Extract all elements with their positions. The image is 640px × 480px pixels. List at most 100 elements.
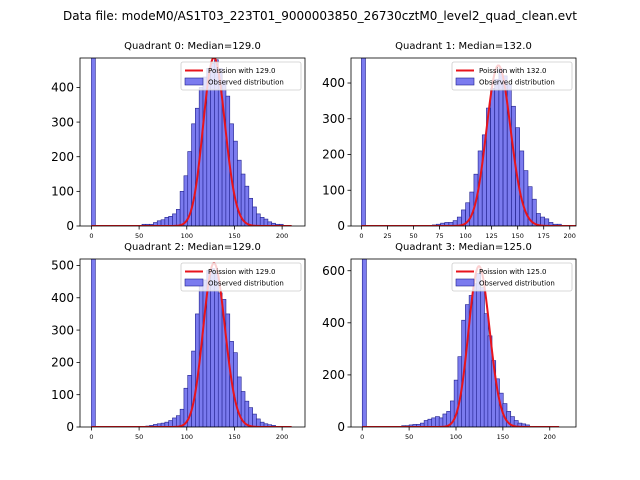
legend-box [451,61,573,91]
histogram-bar [252,206,257,226]
histogram-bar [172,417,177,427]
histogram-bar [263,218,269,226]
x-tick-label: 100 [459,232,471,240]
histogram-bar [498,68,504,226]
x-tick-label: 75 [435,232,443,240]
plot-area [361,259,560,427]
y-tick-label: 0 [66,420,74,434]
histogram-bar [494,79,500,226]
x-tick-label: 0 [89,232,93,240]
legend-box [180,61,302,91]
y-tick-label: 300 [51,115,74,129]
histogram-bar [361,259,367,427]
histogram-bar [252,413,257,427]
histogram-bar [248,407,253,427]
legend-poisson-label: Poission with 129.0 [208,67,276,75]
x-tick-label: 100 [181,232,193,240]
y-tick-label: 100 [322,183,345,197]
legend-observed-label: Observed distribution [208,79,284,87]
histogram-bar [91,259,96,427]
legend-poisson-label: Poission with 132.0 [479,67,547,75]
x-tick-label: 50 [409,232,417,240]
histogram-bar [259,217,265,226]
legend-observed-label: Observed distribution [479,79,555,87]
x-tick-label: 200 [544,433,556,441]
y-tick-label: 300 [51,323,74,337]
histogram-bar [244,185,250,226]
x-tick-label: 150 [497,433,509,441]
histogram-bar [525,424,530,427]
histogram-bar [164,217,170,226]
histogram-bar [233,140,238,226]
x-tick-label: 200 [564,232,576,240]
histogram-bar [256,213,261,226]
y-tick-label: 400 [322,76,345,90]
x-tick-label: 100 [181,433,193,441]
panel-title: Quadrant 0: Median=129.0 [124,41,261,52]
y-tick-label: 0 [337,420,345,434]
histogram-bar [237,376,242,427]
legend-observed-swatch [184,77,204,86]
y-tick-label: 200 [51,356,74,370]
x-tick-label: 0 [359,232,363,240]
y-tick-label: 200 [322,368,345,382]
histogram-bar [361,58,366,226]
histogram-bar [179,191,185,226]
y-tick-label: 600 [322,264,345,278]
legend-observed-swatch [184,278,204,287]
quadrant-panel-3: Quadrant 3: Median=125.0 0 200 400 600 0 50 100… [322,242,577,441]
legend-poisson-label: Poission with 129.0 [208,268,276,276]
y-tick-label: 200 [322,148,345,162]
histogram-bar [214,273,219,427]
histogram-bar [256,418,261,427]
x-tick-label: 150 [228,232,240,240]
histogram-bar [217,292,223,427]
x-tick-label: 100 [450,433,462,441]
y-tick-label: 300 [322,112,345,126]
legend-observed-label: Observed distribution [479,280,555,288]
histogram-bar [248,197,253,226]
x-tick-label: 25 [383,232,391,240]
x-tick-label: 0 [360,433,364,441]
axes-frame [350,57,577,227]
quadrant-panel-2: Quadrant 2: Median=129.00100200300400500… [51,242,306,441]
y-tick-label: 400 [51,81,74,95]
histogram-bar [490,88,495,226]
histogram-bar [172,213,177,226]
x-tick-label: 50 [135,433,143,441]
y-tick-label: 100 [51,388,74,402]
x-tick-label: 50 [405,433,413,441]
legend-observed-swatch [455,278,475,287]
x-tick-label: 175 [537,232,549,240]
y-tick-label: 400 [51,291,74,305]
axes-frame [79,258,306,428]
histogram-bar [519,150,525,226]
axes-frame [350,258,577,428]
x-tick-label: 150 [511,232,523,240]
legend-observed-swatch [455,77,475,86]
y-tick-label: 0 [66,219,74,233]
x-tick-label: 0 [89,433,93,441]
histogram-bar [175,209,181,226]
y-tick-label: 500 [51,259,74,273]
y-tick-label: 100 [51,185,74,199]
histogram-bar [91,58,96,226]
legend-box [180,262,302,292]
x-tick-label: 125 [485,232,497,240]
y-tick-label: 200 [51,150,74,164]
x-tick-label: 200 [276,433,288,441]
histogram-bar [168,216,173,226]
y-tick-label: 400 [322,316,345,330]
quadrant-panel-1: Quadrant 1: Median=132.0 0 100 200 300 400 0 25… [322,41,577,240]
axes-frame [79,57,306,227]
x-tick-label: 200 [276,232,288,240]
panel-title: Quadrant 2: Median=129.0 [124,242,261,253]
x-tick-label: 50 [135,232,143,240]
x-tick-label: 150 [228,433,240,441]
histogram-bar [191,350,196,427]
legend-poisson-label: Poission with 125.0 [479,268,547,276]
histogram-bar [210,268,215,427]
legend-observed-label: Observed distribution [208,280,284,288]
